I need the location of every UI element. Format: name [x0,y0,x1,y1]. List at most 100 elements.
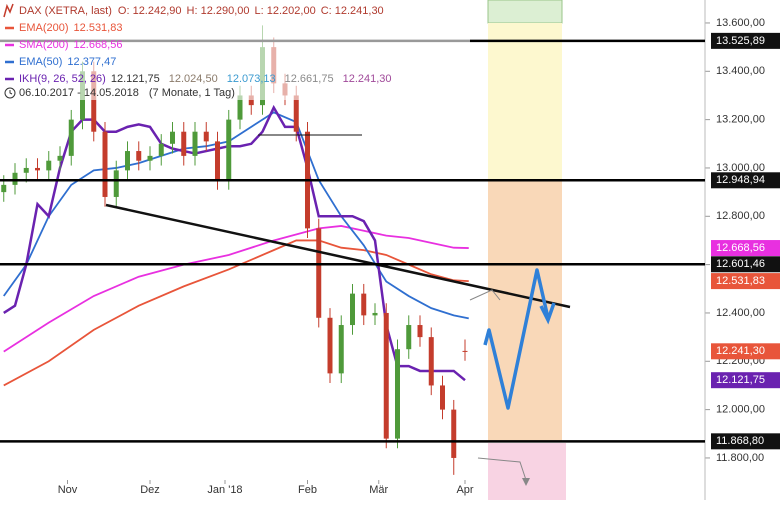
price-tag-box [711,372,780,389]
y-tick-label: 11.800,00 [716,452,764,464]
legend-name: EMA(50) [19,56,62,68]
zone-yellow [488,23,562,180]
level-label-box [711,32,780,49]
x-tick-label: Feb [298,484,317,496]
candle-body [91,71,97,132]
candle-body [113,170,119,197]
candle-body [68,119,74,156]
legend-name: SMA(200) [19,39,69,51]
candle-body [1,184,7,193]
x-tick-label: Jan '18 [207,484,242,496]
price-tag: 12.121,75 [716,374,765,386]
candle-body [57,155,63,161]
note-arrow [477,457,527,481]
candle-body [35,167,40,171]
x-tick-label: Apr [456,484,473,496]
legend-ikh-value: 12.661,75 [285,73,334,85]
legend-value: 12.668,56 [74,39,123,51]
x-tick-label: Mär [369,484,388,496]
candle-body [136,151,142,161]
zone-pink [488,443,566,500]
candle-body [12,172,18,185]
legend-ikh-value: 12.024,50 [169,73,218,85]
candle-body [440,385,445,410]
candle-body [350,293,355,326]
candle-body [203,131,209,142]
level-label-box [711,256,780,273]
legend-value: 12.121,75 [111,73,160,85]
period: 06.10.2017 - 14.05.2018 [19,87,139,99]
candle-body [361,293,367,316]
level-label: 11.868,80 [716,435,764,447]
legend-ikh-value: 12.241,30 [343,73,392,85]
candle-body [248,95,254,106]
candle-body [46,160,52,171]
candle-body [226,119,232,181]
candle-body [215,141,220,181]
legend-quote: H: 12.290,00 [187,5,250,17]
level-label: 12.601,46 [716,258,765,270]
candle-body [428,337,434,386]
y-tick-label: 13.000,00 [716,162,765,174]
x-tick-label: Nov [58,484,78,496]
candle-body [158,143,164,156]
price-tag-box [711,343,780,360]
legend-name: EMA(200) [19,22,69,34]
legend-value: 12.531,83 [74,22,123,34]
legend-ikh-value: 12.073,13 [227,73,276,85]
candle-body [417,325,423,338]
clock-icon [4,87,16,99]
level-label-box [711,172,780,189]
y-tick-label: 13.400,00 [716,65,765,77]
y-tick-label: 12.400,00 [716,307,765,319]
candle-body [23,167,29,173]
candle-body [125,151,130,171]
forecast-path [483,268,550,410]
y-tick-label: 13.200,00 [716,114,765,126]
price-tag: 12.668,56 [716,242,765,254]
candle-body [102,131,108,197]
price-tag: 12.531,83 [716,275,765,287]
legend-quote: L: 12.202,00 [255,5,316,17]
forecast-arrowhead [539,302,556,325]
candle-body [372,312,378,316]
legend-value: 12.377,47 [67,56,116,68]
clock-hand [9,90,13,95]
legend: DAX (XETRA, last) O: 12.242,90 H: 12.290,0… [0,0,470,100]
candle-body [327,317,333,374]
legend-icon [3,3,14,18]
price-tag-box [711,240,780,257]
period-note: (7 Monate, 1 Tag) [149,87,235,99]
candle-body [181,131,187,156]
level-label: 12.948,94 [716,174,765,186]
indicator-line [3,239,469,387]
candle-body [406,325,412,350]
indicator-line [3,111,469,320]
candle-body [237,95,243,120]
legend-quote: O: 12.242,90 [118,5,182,17]
level-label: 13.525,89 [716,35,765,47]
candle-body [293,95,299,132]
price-tag: 12.241,30 [716,345,765,357]
candle-body [316,228,322,318]
candle-body [192,131,198,156]
legend-bg [0,0,470,100]
candle-body [147,155,153,161]
y-tick-label: 12.000,00 [716,404,765,416]
zone-green [487,0,563,24]
candle-body [338,325,344,374]
legend-title: DAX (XETRA, last) [19,5,112,17]
legend-name: IKH(9, 26, 52, 26) [19,73,106,85]
y-tick-label: 12.800,00 [716,210,765,222]
candle-body [383,312,389,439]
note-arrow [469,289,501,301]
price-tag-box [711,273,780,290]
candle-body [170,131,175,144]
candle-body [451,409,457,458]
legend-quote: C: 12.241,30 [321,5,384,17]
candle-body [395,349,400,439]
candle-body [462,350,468,352]
note-arrowhead [522,478,530,486]
